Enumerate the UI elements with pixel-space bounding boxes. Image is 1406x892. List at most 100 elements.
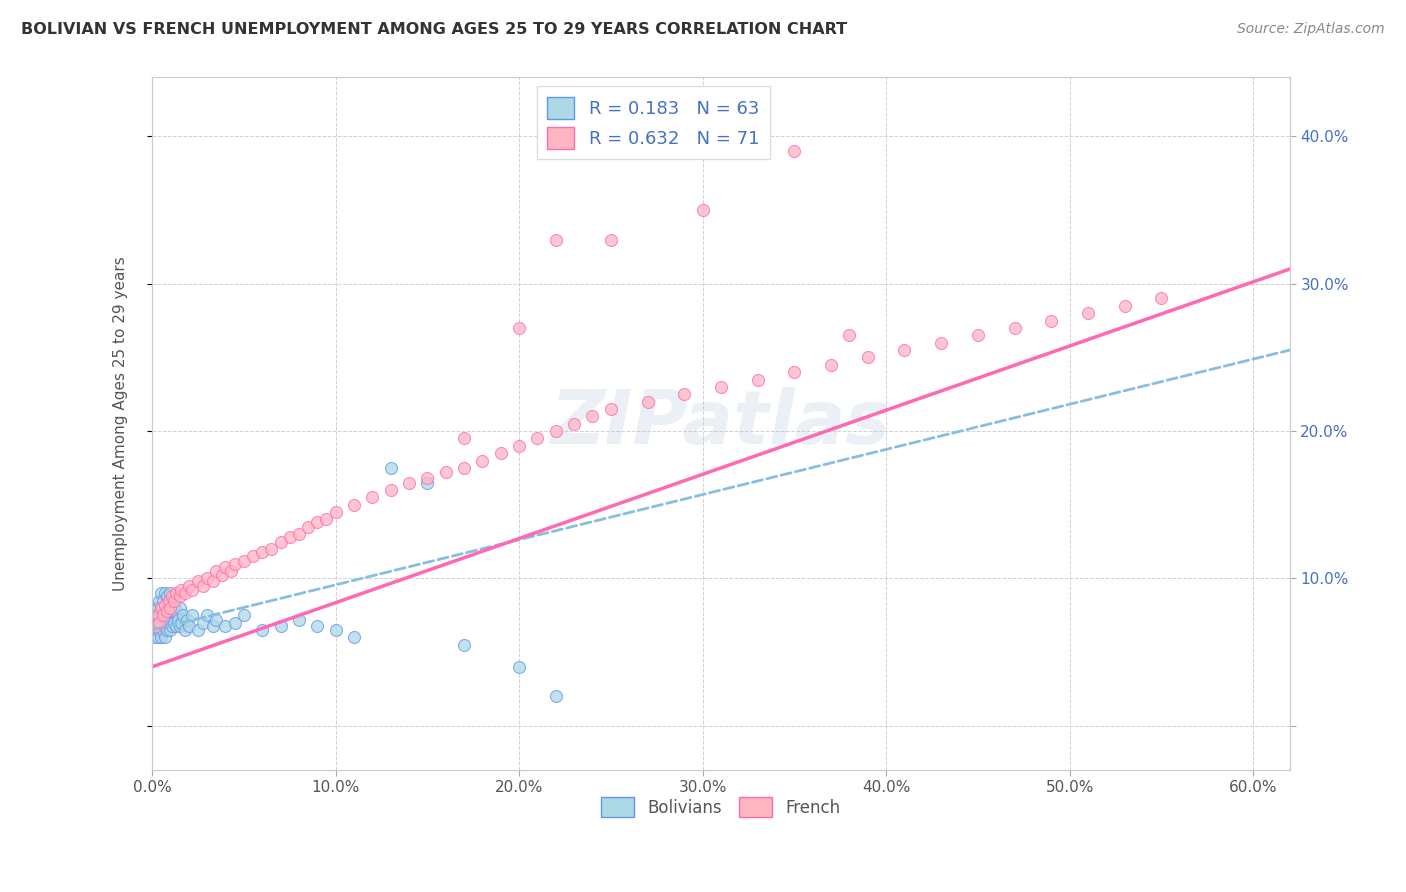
Point (856, 351, 879, 365)
Point (169, 601, 191, 615)
Point (489, 446, 512, 460)
Point (783, 144, 806, 158)
Point (170, 615, 193, 630)
Point (205, 613, 228, 627)
Point (163, 598, 186, 612)
Point (169, 589, 191, 603)
Point (153, 598, 176, 612)
Point (146, 615, 169, 630)
Point (380, 483, 402, 497)
Text: Source: ZipAtlas.com: Source: ZipAtlas.com (1237, 22, 1385, 37)
Point (146, 601, 169, 615)
Point (270, 534, 292, 549)
Point (165, 604, 187, 618)
Point (152, 608, 174, 623)
Point (967, 328, 990, 343)
Point (148, 593, 170, 607)
Point (163, 593, 186, 607)
Text: ZIPatlas: ZIPatlas (551, 387, 891, 460)
Point (508, 660, 530, 674)
Point (416, 475, 439, 490)
Point (710, 380, 733, 394)
Point (250, 623, 273, 637)
Point (508, 321, 530, 335)
Point (177, 579, 200, 593)
Point (160, 601, 183, 615)
Point (193, 615, 215, 630)
Point (150, 601, 173, 615)
Point (838, 328, 860, 343)
Point (1004, 321, 1026, 335)
Point (544, 424, 567, 438)
Point (145, 601, 167, 615)
Point (152, 593, 174, 607)
Point (165, 586, 187, 600)
Point (453, 461, 475, 475)
Point (146, 608, 169, 623)
Point (157, 615, 180, 630)
Point (169, 618, 191, 632)
Point (526, 432, 548, 446)
Point (156, 604, 179, 618)
Point (288, 527, 311, 541)
Point (307, 618, 329, 632)
Point (157, 598, 180, 612)
Point (270, 618, 292, 632)
Point (174, 586, 197, 600)
Point (416, 471, 439, 485)
Text: BOLIVIAN VS FRENCH UNEMPLOYMENT AMONG AGES 25 TO 29 YEARS CORRELATION CHART: BOLIVIAN VS FRENCH UNEMPLOYMENT AMONG AG… (21, 22, 848, 37)
Point (165, 618, 187, 632)
Point (145, 618, 167, 632)
Point (544, 233, 567, 247)
Point (692, 202, 714, 217)
Legend: Bolivians, French: Bolivians, French (595, 790, 848, 824)
Point (166, 613, 188, 627)
Point (148, 615, 170, 630)
Point (152, 623, 174, 637)
Point (783, 365, 806, 379)
Point (148, 623, 170, 637)
Point (893, 343, 915, 357)
Point (201, 618, 224, 632)
Point (453, 638, 475, 652)
Point (673, 387, 696, 401)
Point (343, 631, 366, 645)
Point (1077, 306, 1099, 320)
Point (380, 461, 402, 475)
Point (148, 608, 170, 623)
Point (145, 623, 167, 637)
Point (1150, 292, 1173, 306)
Point (153, 631, 176, 645)
Point (637, 394, 659, 409)
Point (232, 608, 254, 623)
Point (219, 564, 242, 578)
Point (176, 613, 198, 627)
Point (599, 233, 621, 247)
Point (1114, 299, 1136, 313)
Point (156, 623, 179, 637)
Point (153, 586, 176, 600)
Point (159, 586, 181, 600)
Point (150, 601, 173, 615)
Point (163, 615, 186, 630)
Point (187, 574, 209, 589)
Point (398, 475, 420, 490)
Point (434, 466, 457, 480)
Point (297, 520, 319, 534)
Point (214, 559, 236, 574)
Point (160, 618, 183, 632)
Point (1040, 313, 1063, 327)
Point (146, 631, 169, 645)
Point (142, 615, 165, 630)
Point (153, 608, 176, 623)
Point (315, 512, 337, 526)
Point (142, 631, 165, 645)
Point (453, 432, 475, 446)
Point (205, 564, 228, 578)
Point (195, 571, 218, 585)
Point (599, 402, 621, 417)
Point (156, 589, 179, 603)
Point (181, 583, 204, 598)
Point (471, 453, 494, 467)
Point (181, 608, 204, 623)
